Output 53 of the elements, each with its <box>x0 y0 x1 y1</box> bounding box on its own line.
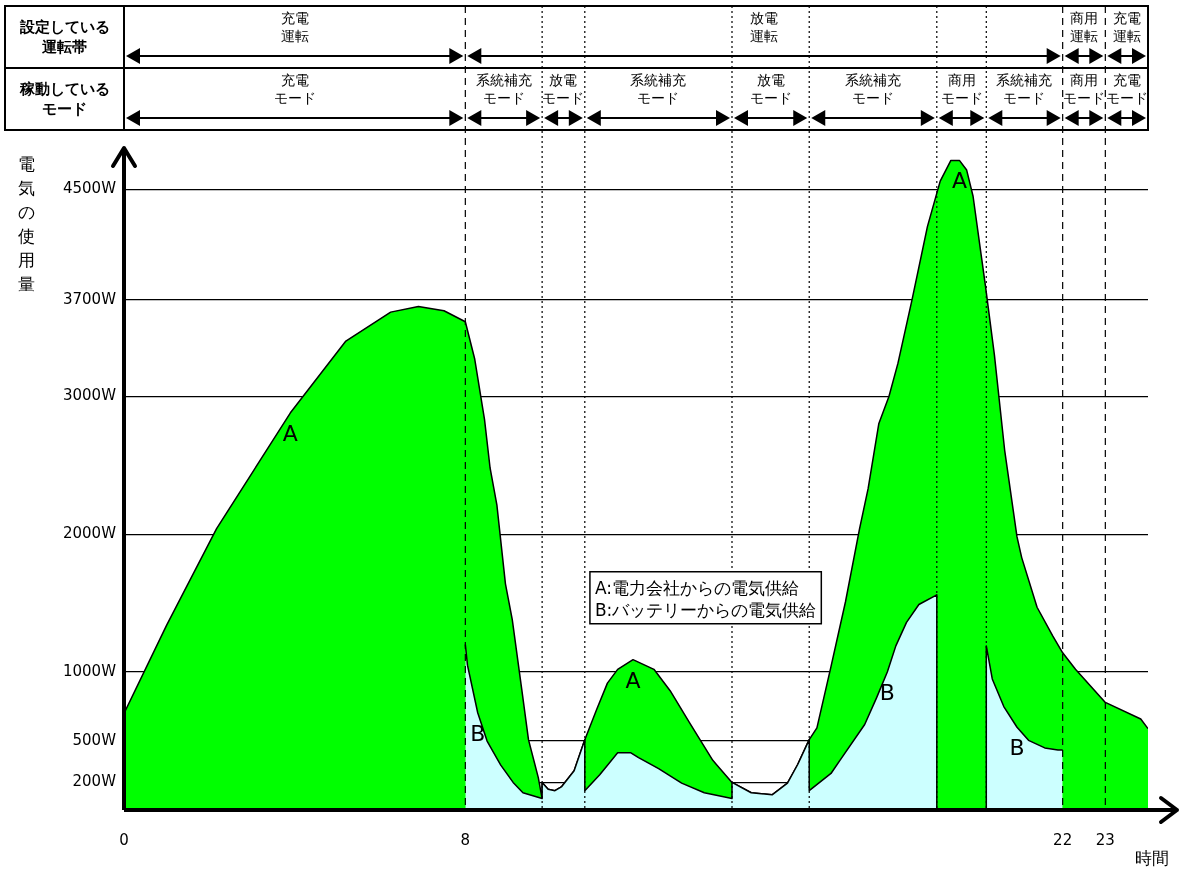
y-tick-label: 3000W <box>62 386 117 405</box>
data-label: A <box>951 168 967 194</box>
text: 運転帯 <box>41 38 87 56</box>
text: 充電 <box>1112 72 1141 88</box>
text: 系統補充 <box>845 72 902 88</box>
text: 商用 <box>947 72 976 88</box>
data-label: A <box>625 667 641 693</box>
x-tick-label: 8 <box>460 830 471 849</box>
x-tick-label: 0 <box>119 830 129 849</box>
text: モード <box>940 90 983 106</box>
text: 系統補充 <box>996 72 1053 88</box>
text: モード <box>1063 90 1105 106</box>
text: 運転 <box>750 28 778 44</box>
x-tick-label: 22 <box>1053 830 1073 849</box>
y-tick-label: 3700W <box>62 289 117 308</box>
y-tick-label: 500W <box>72 730 117 749</box>
data-label: B <box>470 720 486 746</box>
y-tick-label: 200W <box>72 772 117 791</box>
text: モード <box>852 90 895 106</box>
text: 充電 <box>280 10 309 26</box>
text: モード <box>749 90 792 106</box>
text: モード <box>1105 90 1148 106</box>
text: 運転 <box>280 28 309 44</box>
text: モード <box>273 90 316 106</box>
y-axis-title: 電気の使用量 <box>17 154 35 294</box>
text: 設定している <box>18 18 110 36</box>
text: 放電 <box>750 10 778 26</box>
text: モード <box>482 90 525 106</box>
text: モード <box>637 90 680 106</box>
text: モード <box>542 90 585 106</box>
text: モード <box>42 100 87 118</box>
text: 放電 <box>756 72 785 88</box>
annotation: A:電力会社からの電気供給 <box>594 577 799 598</box>
x-tick-label: 23 <box>1095 830 1115 849</box>
text: 充電 <box>1112 10 1141 26</box>
x-axis-title: 時間 <box>1135 848 1169 868</box>
y-tick-label: 1000W <box>62 661 117 680</box>
data-label: B <box>1009 735 1025 761</box>
text: 稼動している <box>18 80 110 98</box>
data-label: B <box>879 680 895 706</box>
data-label: A <box>282 420 298 446</box>
text: 商用 <box>1070 72 1098 88</box>
y-tick-label: 4500W <box>62 179 117 198</box>
text: 系統補充 <box>630 72 687 88</box>
text: 運転 <box>1070 28 1098 44</box>
text: 充電 <box>280 72 309 88</box>
annotation: B:バッテリーからの電気供給 <box>594 599 817 620</box>
text: 放電 <box>549 72 578 88</box>
text: 系統補充 <box>475 72 532 88</box>
text: 商用 <box>1070 10 1098 26</box>
text: 運転 <box>1112 28 1141 44</box>
text: モード <box>1003 90 1046 106</box>
y-tick-label: 2000W <box>62 524 117 543</box>
